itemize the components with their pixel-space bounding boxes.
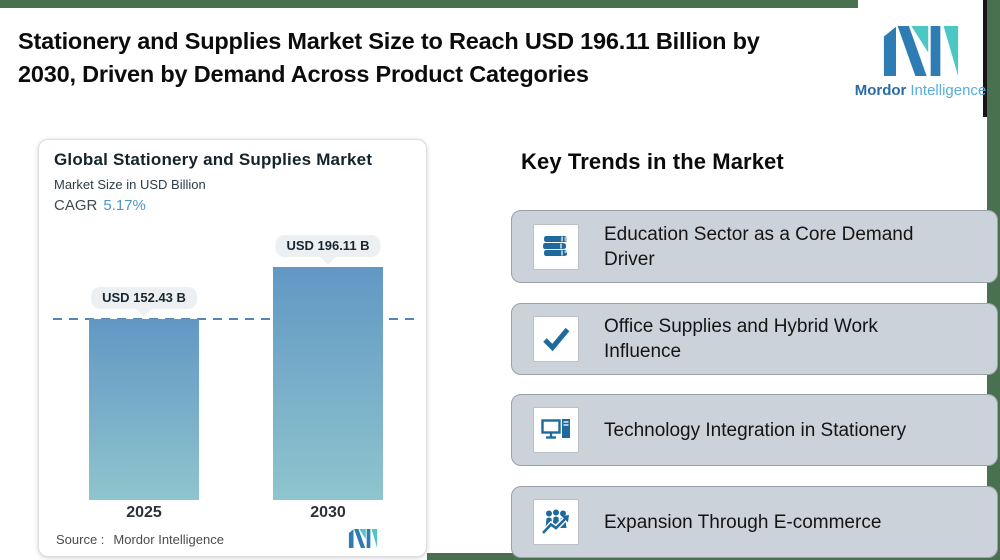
mordor-intelligence-mini-logo-icon — [348, 529, 378, 548]
cagr-row: CAGR 5.17% — [54, 197, 426, 214]
trend-card-ecommerce: Expansion Through E-commerce — [511, 486, 998, 558]
computer-icon — [541, 419, 570, 439]
x-axis-label-2025: 2025 — [126, 504, 162, 521]
brand-name-bold: Mordor — [854, 82, 907, 99]
trends-section-heading: Key Trends in the Market — [521, 149, 784, 174]
trend-icon-box — [534, 317, 578, 361]
source-value: Mordor Intelligence — [113, 532, 224, 547]
logo-box-edge-line — [983, 0, 987, 117]
trend-text: Technology Integration in Stationery — [604, 419, 907, 441]
mordor-intelligence-logo-icon — [883, 26, 958, 76]
chart-subtitle: Market Size in USD Billion — [54, 177, 206, 192]
trend-card-office-supplies: Office Supplies and Hybrid Work Influenc… — [511, 303, 998, 375]
brand-name-light: Intelligence — [910, 82, 987, 99]
top-edge-strip — [0, 0, 858, 8]
check-icon — [543, 327, 570, 352]
chart-title: Global Stationery and Supplies Market — [54, 150, 373, 169]
bar-1 — [273, 267, 383, 500]
value-pill-0: USD 152.43 B — [91, 287, 197, 309]
trend-icon-box — [534, 500, 578, 544]
x-axis-label-2030: 2030 — [310, 504, 346, 521]
reference-dashed-line — [53, 318, 421, 320]
page-title: Stationery and Supplies Market Size to R… — [18, 28, 760, 87]
ecommerce-growth-icon — [540, 509, 569, 535]
trend-text: Expansion Through E-commerce — [604, 511, 882, 533]
brand-logo-box: Mordor Intelligence — [855, 0, 986, 117]
bar-0 — [89, 319, 199, 500]
value-pill-1: USD 196.11 B — [275, 235, 381, 257]
market-chart-card: Global Stationery and Supplies Market Ma… — [38, 139, 427, 557]
brand-name: Mordor Intelligence — [855, 82, 987, 99]
trend-icon-box — [534, 408, 578, 452]
trend-card-education: Education Sector as a Core Demand Driver — [511, 210, 998, 283]
trend-text: Office Supplies and Hybrid Work Influenc… — [604, 316, 878, 362]
source-note: Source : Mordor Intelligence — [56, 532, 224, 547]
trend-icon-box — [534, 224, 578, 269]
source-label: Source : — [56, 532, 105, 547]
cagr-label: CAGR — [54, 197, 98, 214]
bar-chart: USD 152.43 B USD 196.11 B — [39, 235, 428, 500]
books-icon — [543, 235, 569, 256]
trend-card-technology: Technology Integration in Stationery — [511, 394, 998, 466]
cagr-value: 5.17% — [103, 197, 146, 214]
trend-text: Education Sector as a Core Demand Driver — [604, 223, 914, 270]
